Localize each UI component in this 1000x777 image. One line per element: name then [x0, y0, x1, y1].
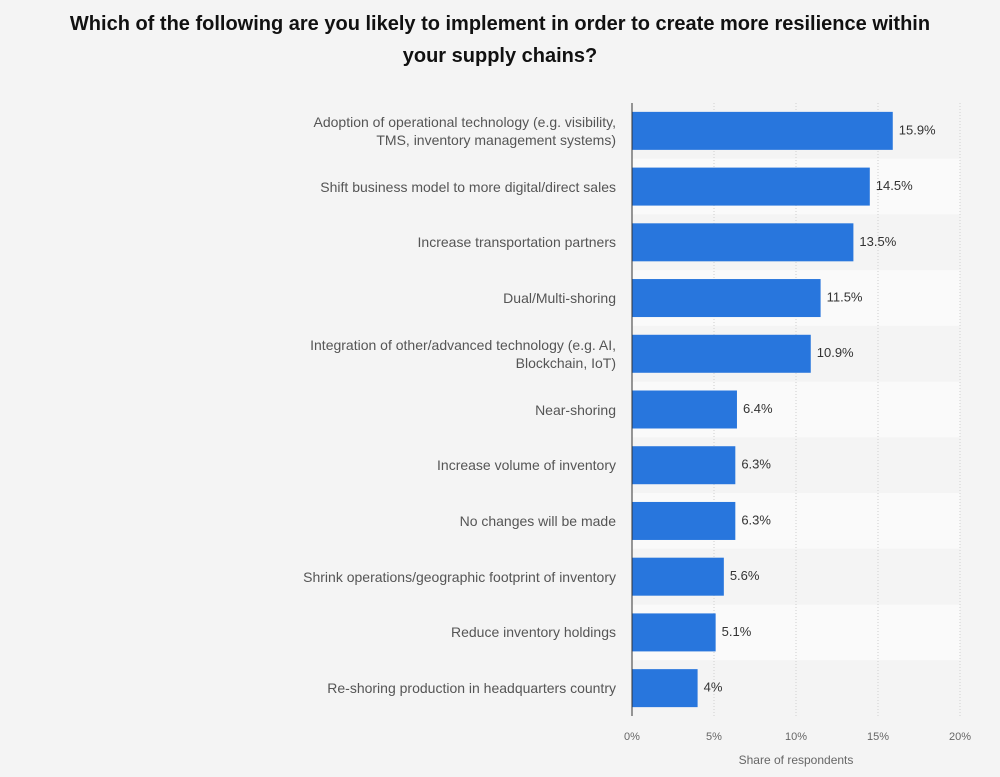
- category-label: Dual/Multi-shoring: [503, 290, 616, 307]
- x-tick-label: 5%: [706, 731, 722, 743]
- value-label: 5.1%: [722, 624, 752, 639]
- bar: [632, 446, 736, 485]
- bar: [632, 111, 893, 150]
- value-label: 6.4%: [743, 401, 773, 416]
- value-label: 6.3%: [741, 457, 771, 472]
- category-label: Integration of other/advanced technology…: [310, 336, 616, 371]
- category-label: Shift business model to more digital/dir…: [320, 178, 616, 195]
- bar: [632, 613, 716, 652]
- value-label: 4%: [704, 680, 723, 695]
- category-label: Re-shoring production in headquarters co…: [327, 680, 616, 697]
- bar: [632, 167, 870, 206]
- x-tick-label: 15%: [867, 731, 889, 743]
- value-label: 10.9%: [817, 345, 854, 360]
- category-label: Increase volume of inventory: [437, 457, 616, 474]
- category-label: Reduce inventory holdings: [451, 624, 616, 641]
- category-label: Increase transportation partners: [417, 234, 616, 251]
- category-label: Adoption of operational technology (e.g.…: [313, 113, 616, 148]
- category-label: Near-shoring: [535, 401, 616, 418]
- category-label: No changes will be made: [459, 512, 616, 529]
- x-tick-label: 0%: [624, 731, 640, 743]
- bar: [632, 390, 737, 429]
- chart-title: Which of the following are you likely to…: [69, 13, 931, 67]
- bar: [632, 279, 821, 318]
- value-label: 14.5%: [876, 178, 913, 193]
- bar: [632, 501, 736, 540]
- bar: [632, 557, 724, 596]
- value-label: 6.3%: [741, 512, 771, 527]
- bar: [632, 334, 811, 373]
- value-label: 5.6%: [730, 568, 760, 583]
- x-tick-label: 20%: [949, 731, 971, 743]
- bar: [632, 223, 854, 262]
- value-label: 13.5%: [859, 234, 896, 249]
- value-label: 11.5%: [827, 289, 863, 304]
- category-label: Shrink operations/geographic footprint o…: [303, 568, 616, 585]
- x-tick-label: 10%: [785, 731, 807, 743]
- x-axis-label: Share of respondents: [739, 753, 854, 767]
- value-label: 15.9%: [899, 122, 936, 137]
- bar: [632, 669, 698, 708]
